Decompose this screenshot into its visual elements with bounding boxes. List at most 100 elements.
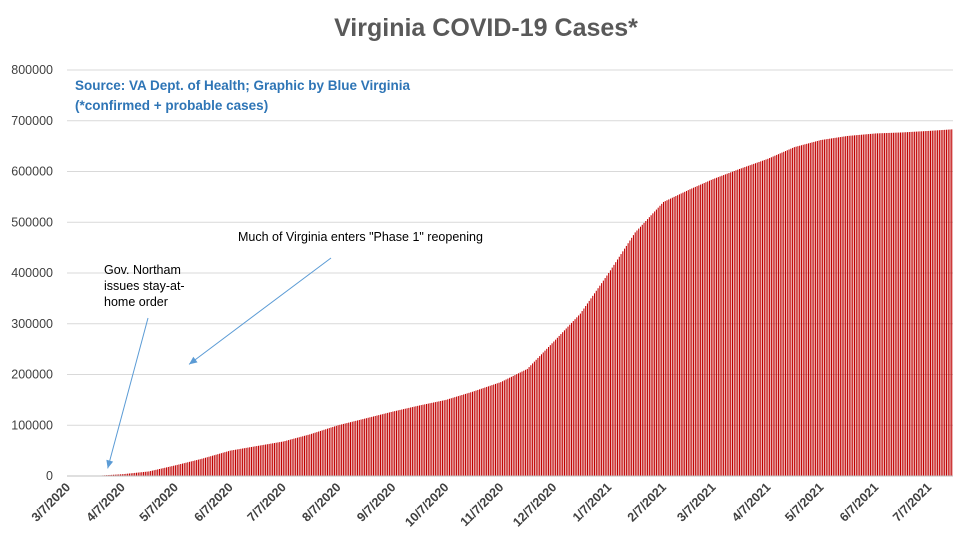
x-axis: 3/7/2020 4/7/2020 5/7/2020 6/7/2020 7/7/2020… <box>29 480 935 529</box>
bar <box>891 132 893 477</box>
bar <box>820 140 822 476</box>
bar <box>139 472 141 476</box>
bar <box>454 397 456 476</box>
bar <box>307 434 309 476</box>
bar <box>238 449 240 476</box>
bar <box>323 429 325 476</box>
bar <box>937 130 939 476</box>
gridlines <box>67 69 953 426</box>
arrowhead <box>189 356 198 365</box>
bar <box>594 293 596 476</box>
bar <box>613 264 615 476</box>
bar <box>809 142 811 476</box>
bar <box>420 405 422 476</box>
bar <box>342 423 344 476</box>
bar <box>305 435 307 476</box>
bar <box>756 162 758 476</box>
bar <box>914 131 916 476</box>
bar <box>634 232 636 476</box>
bar <box>615 262 617 476</box>
bar <box>799 145 801 476</box>
bar <box>286 440 288 476</box>
bar <box>689 189 691 476</box>
bar <box>624 248 626 476</box>
bar <box>643 222 645 476</box>
bar <box>512 375 514 476</box>
bar <box>413 406 415 476</box>
bar <box>411 407 413 476</box>
bar <box>751 164 753 476</box>
bar <box>284 441 286 476</box>
bar <box>353 421 355 476</box>
bar <box>528 367 530 476</box>
bar <box>848 135 850 476</box>
y-tick-label: 0 <box>46 469 53 483</box>
x-tick-label: 7/7/2021 <box>890 480 934 524</box>
annotation-text: issues stay-at- <box>104 279 185 293</box>
bar <box>838 137 840 476</box>
bar <box>551 343 553 476</box>
bar <box>871 133 873 476</box>
bar <box>235 449 237 476</box>
x-tick-label: 6/7/2020 <box>192 480 236 524</box>
bar <box>784 151 787 477</box>
bar <box>636 230 638 476</box>
bar <box>659 205 661 476</box>
bar <box>484 387 486 476</box>
bar <box>887 132 889 476</box>
bar <box>418 405 420 476</box>
bar <box>574 319 576 476</box>
x-tick-label: 8/7/2020 <box>299 480 343 524</box>
bar <box>233 450 235 476</box>
y-tick-label: 800000 <box>11 63 53 77</box>
bar <box>781 152 783 477</box>
bar <box>332 426 334 476</box>
bar <box>434 402 436 476</box>
bar <box>571 322 573 476</box>
bar <box>578 315 580 476</box>
bar <box>530 365 532 476</box>
bar <box>514 375 516 476</box>
y-tick-label: 400000 <box>11 266 53 280</box>
arrowhead <box>106 459 114 469</box>
bar <box>638 228 640 476</box>
bar <box>516 374 518 476</box>
bar <box>542 352 544 476</box>
bar <box>390 411 392 476</box>
bar <box>371 416 373 476</box>
bar <box>678 194 680 476</box>
bar <box>403 409 405 476</box>
bar <box>717 177 719 476</box>
bar <box>436 401 438 476</box>
x-tick-label: 11/7/2020 <box>458 480 507 529</box>
bar <box>875 133 877 476</box>
bar <box>160 468 162 476</box>
bar <box>374 415 376 476</box>
bar <box>719 176 721 477</box>
bar <box>662 201 665 476</box>
bar <box>675 196 677 476</box>
bar <box>926 131 928 476</box>
bar <box>622 251 624 476</box>
bar <box>201 458 203 476</box>
bar <box>884 133 886 476</box>
bar <box>701 183 703 476</box>
bar <box>183 463 185 476</box>
bar <box>747 165 749 476</box>
bar <box>257 445 260 476</box>
bar <box>606 275 608 476</box>
bar <box>800 145 802 476</box>
bar <box>641 224 643 476</box>
bar <box>130 473 132 476</box>
annotation-text: home order <box>104 295 168 309</box>
bar <box>802 144 804 476</box>
bar <box>795 146 797 477</box>
bar <box>792 147 794 477</box>
bar <box>311 433 313 476</box>
bar <box>344 423 346 476</box>
bar <box>143 471 145 476</box>
bar <box>217 454 219 476</box>
bar <box>296 437 298 476</box>
bar <box>502 381 504 476</box>
bar <box>369 417 371 476</box>
